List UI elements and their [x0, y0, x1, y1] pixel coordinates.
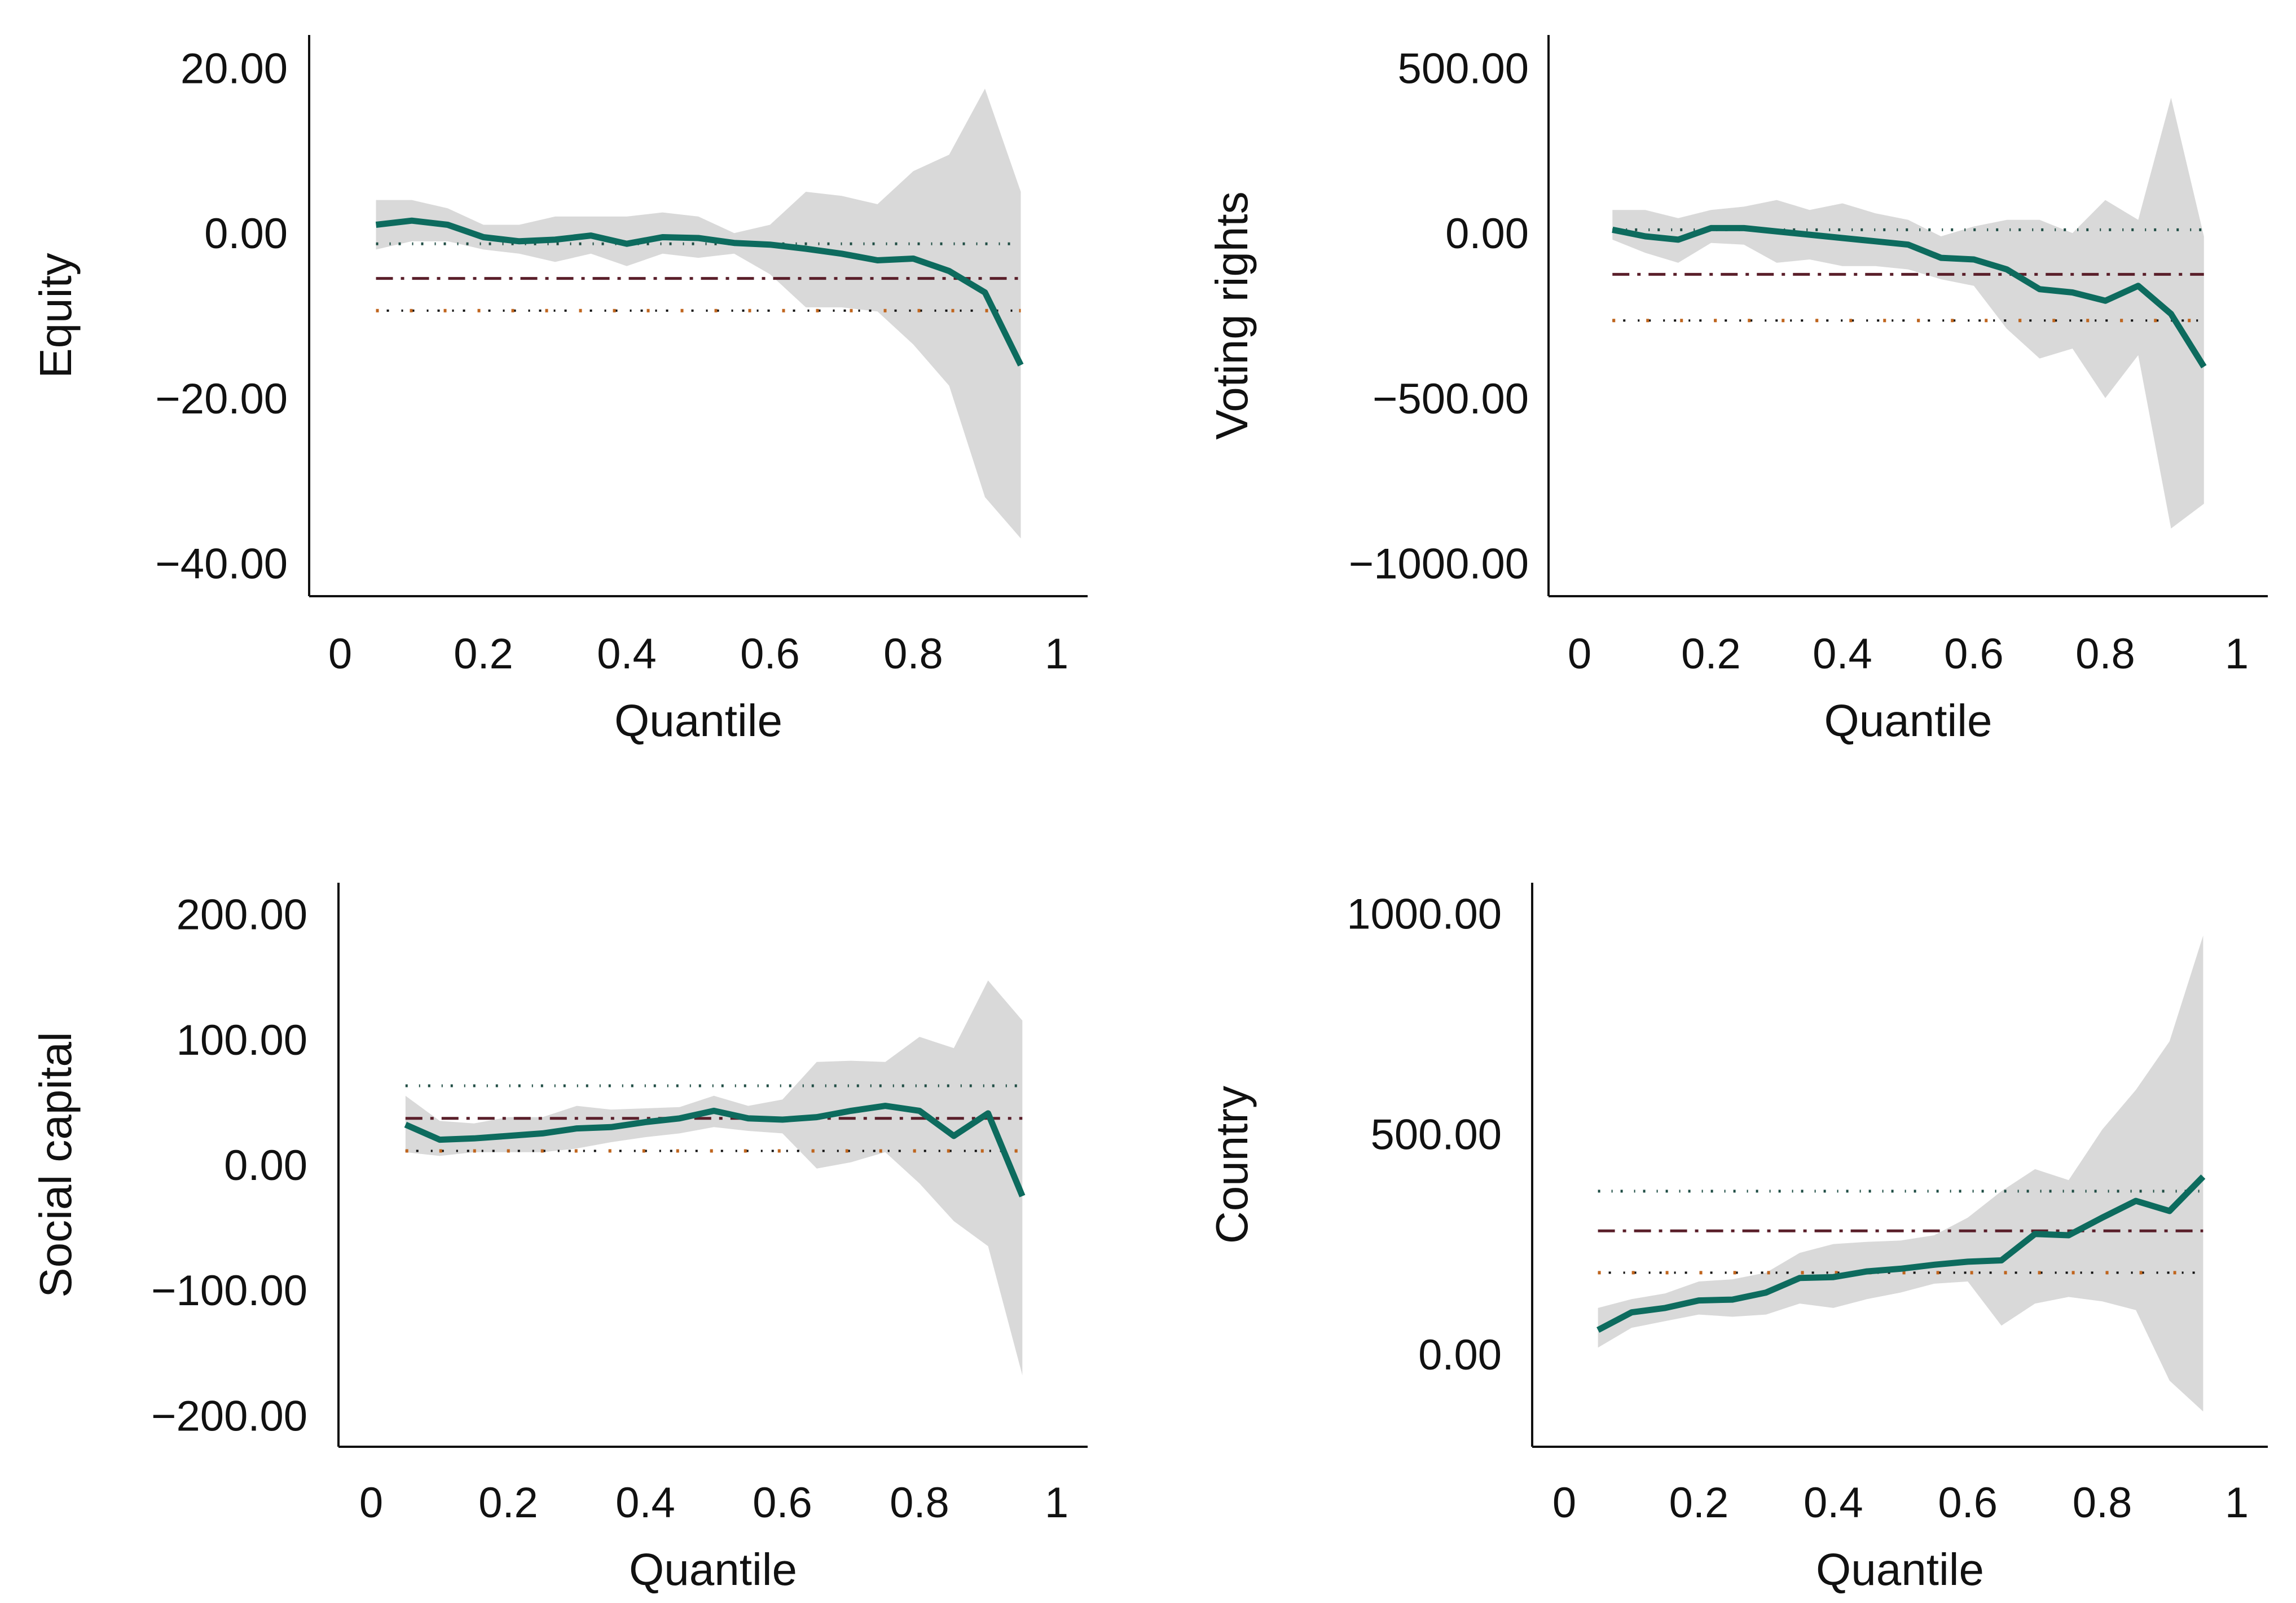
y-axis-title: Equity: [30, 253, 81, 378]
x-tick-label: 0: [328, 630, 352, 678]
y-axis-title: Social capital: [30, 1032, 81, 1297]
x-tick-label: 0.2: [1669, 1479, 1729, 1527]
x-tick-label: 0.2: [1681, 630, 1741, 678]
y-axis-title: Country: [1207, 1086, 1257, 1244]
x-tick-label: 0.4: [597, 630, 657, 678]
y-tick-label: 0.00: [1418, 1331, 1502, 1379]
y-axis-title: Voting rights: [1207, 191, 1257, 439]
y-tick-label: 1000.00: [1347, 891, 1502, 939]
x-tick-label: 0.2: [454, 630, 513, 678]
x-tick-label: 0.8: [883, 630, 943, 678]
y-tick-label: −200.00: [151, 1392, 307, 1440]
x-tick-label: 0.8: [2073, 1479, 2132, 1527]
x-tick-label: 1: [1045, 1479, 1068, 1527]
y-tick-label: −20.00: [155, 375, 288, 423]
x-axis-title: Quantile: [1824, 695, 1992, 746]
x-tick-label: 0.6: [753, 1479, 812, 1527]
quantile-estimate-line: [1596, 1174, 2206, 1333]
x-tick-label: 0: [1552, 1479, 1576, 1527]
confidence-band: [1612, 98, 2204, 529]
y-tick-label: 0.00: [204, 210, 288, 258]
x-tick-label: 0.2: [478, 1479, 538, 1527]
y-tick-label: 500.00: [1398, 45, 1529, 93]
y-tick-label: 500.00: [1371, 1111, 1502, 1159]
y-tick-label: 100.00: [177, 1016, 307, 1064]
x-tick-label: 0: [1568, 630, 1591, 678]
confidence-band: [405, 980, 1023, 1376]
chart-panel-2: 500.00 0.00 −500.00 −1000.00 0 0.2 0.4 0.6 0.8 1 Q…: [1207, 35, 2268, 746]
x-tick-label: 1: [1045, 630, 1068, 678]
chart-panel-4: 1000.00 500.00 0.00 0 0.2 0.4 0.6 0.8 1 Quantile C…: [1207, 883, 2268, 1595]
x-tick-label: 0.4: [1804, 1479, 1863, 1527]
x-tick-label: 0.6: [1938, 1479, 1998, 1527]
quantile-estimate-line: [404, 1103, 1026, 1197]
x-axis-title: Quantile: [1816, 1544, 1984, 1595]
y-tick-label: 20.00: [181, 45, 288, 93]
x-tick-label: 0.4: [1813, 630, 1872, 678]
y-tick-label: 0.00: [1445, 210, 1529, 258]
chart-panel-1: 20.00 0.00 −20.00 −40.00 0 0.2 0.4 0.6 0.8 1 Quant…: [30, 35, 1088, 746]
y-tick-label: −100.00: [151, 1267, 307, 1315]
x-tick-label: 0.8: [2075, 630, 2135, 678]
y-tick-label: −40.00: [155, 540, 288, 588]
confidence-band: [1598, 935, 2203, 1412]
quantile-estimate-line: [375, 217, 1024, 367]
x-tick-label: 0.6: [1944, 630, 2004, 678]
y-tick-label: 0.00: [224, 1142, 307, 1190]
chart-panel-3: 200.00 100.00 0.00 −100.00 −200.00 0 0.2 0.4 0.6…: [30, 883, 1088, 1595]
y-tick-label: 200.00: [177, 891, 307, 939]
x-tick-label: 1: [2225, 1479, 2249, 1527]
x-tick-label: 0: [359, 1479, 383, 1527]
confidence-band: [376, 89, 1021, 539]
quantile-estimate-line: [1612, 224, 2207, 369]
x-tick-label: 0.8: [890, 1479, 949, 1527]
x-tick-label: 1: [2225, 630, 2249, 678]
x-tick-label: 0.4: [615, 1479, 675, 1527]
x-axis-title: Quantile: [614, 695, 782, 746]
y-tick-label: −500.00: [1373, 375, 1529, 423]
y-tick-label: −1000.00: [1349, 540, 1529, 588]
x-tick-label: 0.6: [740, 630, 800, 678]
x-axis-title: Quantile: [629, 1544, 797, 1595]
